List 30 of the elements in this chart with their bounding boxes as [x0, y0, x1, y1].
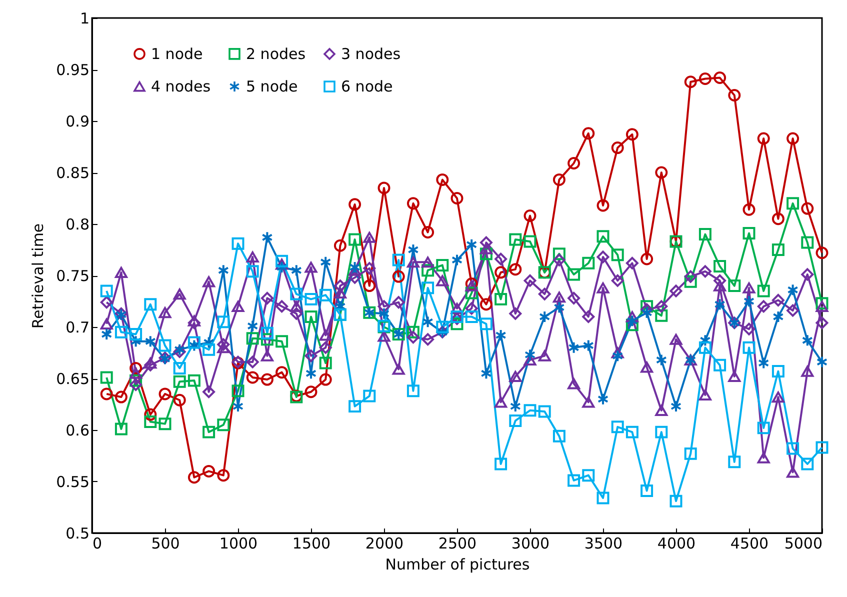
y-tick-label: 0.85 [56, 164, 90, 182]
x-tick-label: 3500 [584, 534, 623, 552]
y-tick-label: 0.7 [66, 318, 90, 336]
legend-label: 6 node [341, 78, 393, 96]
legend-label: 5 node [246, 78, 298, 96]
y-tick-label: 0.5 [66, 524, 90, 542]
y-tick-label: 0.55 [56, 473, 90, 491]
y-tick-label: 0.8 [66, 216, 90, 234]
x-tick-label: 3000 [511, 534, 550, 552]
y-tick-label: 1 [80, 10, 90, 28]
x-tick-label: 0 [92, 534, 102, 552]
x-tick-label: 2500 [438, 534, 477, 552]
legend-label: 4 nodes [151, 78, 211, 96]
y-tick-label: 0.95 [56, 61, 90, 79]
y-axis-title: Retrieval time [29, 223, 48, 329]
y-tick-label: 0.75 [56, 267, 90, 285]
x-tick-label: 5000 [784, 534, 822, 552]
x-tick-label: 4500 [730, 534, 769, 552]
legend-label: 2 nodes [246, 44, 306, 63]
y-tick-label: 0.9 [66, 112, 90, 130]
x-tick-label: 1500 [292, 534, 331, 552]
x-tick-label: 1000 [219, 534, 258, 552]
y-tick-label: 0.65 [56, 370, 90, 388]
y-tick-label: 0.6 [66, 422, 90, 440]
x-axis-title: Number of pictures [385, 556, 530, 574]
x-tick-label: 500 [151, 534, 180, 552]
x-tick-label: 4000 [657, 534, 696, 552]
legend-label: 1 node [151, 44, 203, 63]
x-tick-label: 2000 [365, 534, 404, 552]
legend-label: 3 nodes [341, 44, 401, 63]
